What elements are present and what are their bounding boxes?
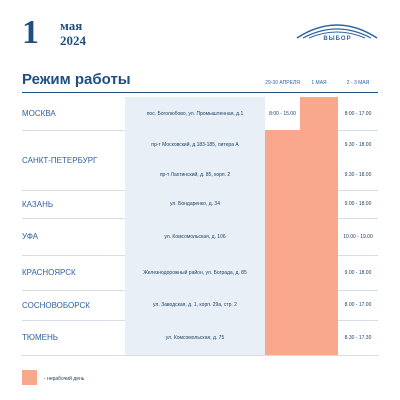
city: УФА bbox=[22, 232, 39, 241]
hours: 9.00 - 18.00 bbox=[344, 269, 372, 276]
column-header: 29-30 АПРЕЛЯ bbox=[265, 80, 300, 86]
address: пр-т Лахтинский, д. 85, корп. 2 bbox=[125, 160, 265, 190]
hours: 9.00 - 18.00 bbox=[344, 201, 372, 207]
closed-day bbox=[265, 255, 300, 290]
address: ул. Комсомольская, д. 106 bbox=[125, 218, 265, 255]
closed-day bbox=[265, 130, 300, 160]
closed-day bbox=[265, 290, 300, 320]
address: пос. Боголюбово, ул. Промышленная, д.1 bbox=[125, 97, 265, 130]
closed-day bbox=[265, 160, 300, 190]
hours: 8.30 - 17.30 bbox=[344, 334, 372, 341]
legend-swatch bbox=[22, 370, 37, 385]
hours: 9.30 - 18.00 bbox=[344, 142, 372, 148]
closed-day bbox=[265, 320, 300, 355]
closed-day bbox=[300, 320, 338, 355]
city: МОСКВА bbox=[22, 109, 56, 118]
closed-day bbox=[300, 255, 338, 290]
address: пр-т Московский, д.183-185, литера А bbox=[125, 130, 265, 160]
hours: 8:00 - 17.00 bbox=[344, 110, 372, 117]
closed-day bbox=[300, 130, 338, 160]
rule bbox=[22, 92, 378, 93]
hours: 10.00 - 19.00 bbox=[343, 233, 373, 240]
logo bbox=[296, 24, 378, 39]
closed-day bbox=[300, 190, 338, 218]
closed-day bbox=[300, 160, 338, 190]
closed-day bbox=[265, 218, 300, 255]
title: Режим работы bbox=[22, 71, 131, 88]
address: ул. Бондаренко, д. 34 bbox=[125, 190, 265, 218]
city: КАЗАНЬ bbox=[22, 199, 54, 209]
hours: 8:00 - 15.00 bbox=[269, 110, 296, 117]
closed-day bbox=[300, 97, 338, 130]
hours: 9.30 - 18.00 bbox=[344, 172, 372, 178]
closed-day bbox=[300, 218, 338, 255]
legend-text: - нерабочий день bbox=[44, 376, 85, 382]
column-header: 1 МАЯ bbox=[311, 80, 327, 86]
city: ТЮМЕНЬ bbox=[22, 333, 58, 342]
row-divider bbox=[22, 355, 378, 356]
logo-text: ВЫБОР bbox=[323, 36, 352, 42]
closed-day bbox=[300, 290, 338, 320]
hours: 8.00 - 17.00 bbox=[344, 302, 372, 308]
closed-day bbox=[265, 190, 300, 218]
address: ул. Заводская, д. 1, корп. 29а, стр. 2 bbox=[125, 290, 265, 320]
column-header: 2 - 3 МАЯ bbox=[346, 80, 370, 86]
address: Железнодорожный район, ул. Бограда, д. 8… bbox=[125, 255, 265, 290]
day: 1 bbox=[22, 14, 39, 51]
city: КРАСНОЯРСК bbox=[22, 268, 76, 277]
city: САНКТ-ПЕТЕРБУРГ bbox=[22, 155, 98, 165]
city: СОСНОВОБОРСК bbox=[22, 300, 90, 310]
month: мая bbox=[60, 18, 83, 33]
address: ул. Комсомольская, д. 75 bbox=[125, 320, 265, 355]
year: 2024 bbox=[60, 33, 86, 48]
